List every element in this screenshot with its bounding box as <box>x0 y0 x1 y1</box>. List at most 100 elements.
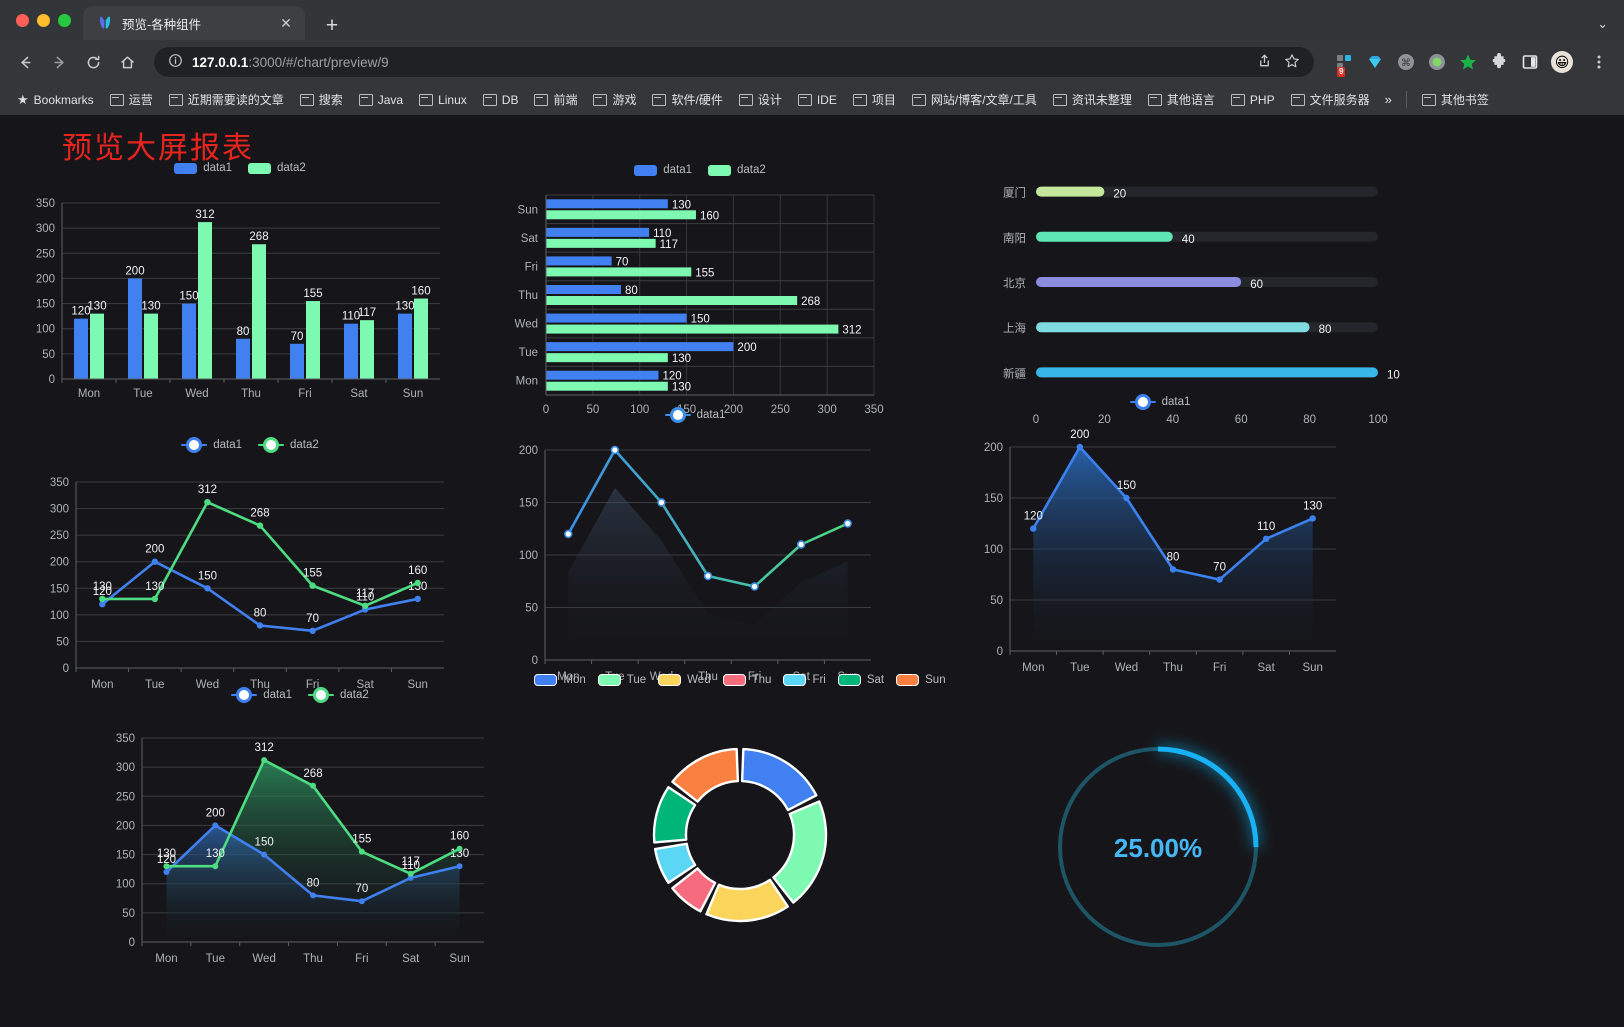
svg-text:厦门: 厦门 <box>1003 186 1026 200</box>
svg-text:350: 350 <box>50 477 69 489</box>
legend-label: data2 <box>340 689 369 701</box>
bookmark-folder[interactable]: PHP <box>1224 90 1282 110</box>
sidepanel-icon[interactable] <box>1520 52 1540 72</box>
extension-grid-icon[interactable]: 9 <box>1334 52 1354 77</box>
bookmark-label: 网站/博客/文章/工具 <box>930 93 1037 107</box>
minimize-window-button[interactable] <box>37 13 50 27</box>
bookmark-folder[interactable]: 运营 <box>103 88 160 111</box>
legend-label: Mon <box>563 674 586 686</box>
svg-text:130: 130 <box>157 848 176 860</box>
bookmark-folder[interactable]: 前端 <box>527 88 584 111</box>
bookmark-folder-other[interactable]: 其他书签 <box>1415 88 1496 111</box>
bookmark-folder[interactable]: 其他语言 <box>1141 88 1222 111</box>
bookmark-star-icon[interactable] <box>1284 53 1300 72</box>
bookmark-folder[interactable]: 资讯未整理 <box>1046 88 1139 111</box>
gauge-value-text: 25.00% <box>1114 833 1202 863</box>
share-icon[interactable] <box>1257 53 1272 71</box>
command-icon[interactable]: ⌘ <box>1396 52 1416 72</box>
svg-text:70: 70 <box>291 331 304 343</box>
svg-text:300: 300 <box>818 404 837 416</box>
close-window-button[interactable] <box>16 13 29 27</box>
legend-item[interactable]: data2 <box>708 164 766 176</box>
bookmark-folder[interactable]: 文件服务器 <box>1284 88 1377 111</box>
bookmark-folder[interactable]: 网站/博客/文章/工具 <box>905 88 1044 111</box>
bookmark-folder[interactable]: 搜索 <box>293 88 350 111</box>
address-bar[interactable]: 127.0.0.1:3000/#/chart/preview/9 <box>154 47 1314 77</box>
svg-text:Thu: Thu <box>698 671 718 683</box>
legend-item[interactable]: data1 <box>174 162 232 174</box>
legend-item[interactable]: data1 <box>634 164 692 176</box>
site-info-icon[interactable] <box>168 53 183 71</box>
donut-slice <box>671 867 717 913</box>
new-tab-button[interactable]: + <box>325 14 339 37</box>
maximize-window-button[interactable] <box>58 13 71 27</box>
svg-text:50: 50 <box>122 908 135 920</box>
svg-text:150: 150 <box>179 291 198 303</box>
svg-text:160: 160 <box>411 286 430 298</box>
svg-text:Sun: Sun <box>518 204 538 216</box>
legend-item[interactable]: Thu <box>722 674 771 686</box>
bookmark-folder[interactable]: 软件/硬件 <box>645 88 729 111</box>
folder-icon <box>738 93 753 106</box>
tab-title: 预览-各种组件 <box>122 17 202 32</box>
back-button[interactable] <box>10 47 40 77</box>
browser-tab[interactable]: 预览-各种组件 ✕ <box>83 6 305 40</box>
browser-menu-icon[interactable] <box>1584 47 1614 77</box>
bookmark-item-bookmarks[interactable]: ★ Bookmarks <box>10 89 101 111</box>
svg-text:120: 120 <box>157 854 176 866</box>
legend-swatch <box>1129 394 1156 410</box>
svg-text:200: 200 <box>116 820 135 832</box>
bookmark-folder[interactable]: DB <box>476 90 526 110</box>
circle-green-icon[interactable] <box>1427 52 1447 72</box>
forward-button[interactable] <box>44 47 74 77</box>
legend-item[interactable]: Sun <box>896 674 946 686</box>
bookmark-folder[interactable]: 设计 <box>732 88 789 111</box>
svg-text:100: 100 <box>1368 414 1387 426</box>
svg-text:100: 100 <box>36 324 55 336</box>
bookmarks-overflow-button[interactable]: » <box>1384 92 1392 107</box>
bookmark-folder[interactable]: 近期需要读的文章 <box>162 88 291 111</box>
legend-item[interactable]: Wed <box>658 674 711 686</box>
svg-text:20: 20 <box>1098 414 1111 426</box>
donut-slice <box>653 842 697 884</box>
svg-text:南阳: 南阳 <box>1003 231 1026 245</box>
legend-item[interactable]: Tue <box>597 674 646 686</box>
bookmark-label: 其他书签 <box>1440 93 1489 107</box>
legend-item[interactable]: data2 <box>258 437 319 453</box>
avatar[interactable]: 😀 <box>1551 51 1573 73</box>
legend-item[interactable]: data1 <box>231 687 292 703</box>
chevron-down-icon[interactable]: ⌄ <box>1597 16 1608 31</box>
reload-button[interactable] <box>78 47 108 77</box>
folder-icon <box>482 93 497 106</box>
svg-text:100: 100 <box>630 404 649 416</box>
legend-item[interactable]: Sat <box>837 674 884 686</box>
legend-item[interactable]: Mon <box>534 674 586 686</box>
bookmark-folder[interactable]: 项目 <box>846 88 903 111</box>
legend-item[interactable]: data1 <box>181 437 242 453</box>
folder-icon <box>299 93 314 106</box>
chart-gauge: 25.00% <box>1000 715 1320 1015</box>
bookmark-folder[interactable]: Java <box>352 90 410 110</box>
svg-text:Sat: Sat <box>1258 662 1276 674</box>
svg-text:150: 150 <box>36 299 55 311</box>
diamond-icon[interactable] <box>1365 52 1385 72</box>
legend-item[interactable]: data2 <box>248 162 306 174</box>
svg-text:130: 130 <box>1303 500 1322 512</box>
star-green-icon[interactable] <box>1458 52 1478 72</box>
bookmark-folder[interactable]: IDE <box>791 90 844 110</box>
home-button[interactable] <box>112 47 142 77</box>
legend-item[interactable]: Fri <box>783 674 826 686</box>
bookmarks-bar: ★ Bookmarks 运营 近期需要读的文章 搜索 Java Linux DB… <box>0 84 1624 115</box>
legend-item[interactable]: data2 <box>308 687 369 703</box>
puzzle-extensions-icon[interactable] <box>1489 52 1509 72</box>
svg-text:北京: 北京 <box>1003 276 1026 290</box>
bookmark-folder[interactable]: 游戏 <box>586 88 643 111</box>
svg-text:Fri: Fri <box>298 388 311 400</box>
close-tab-button[interactable]: ✕ <box>280 15 292 31</box>
svg-text:80: 80 <box>1319 324 1332 336</box>
bookmark-folder[interactable]: Linux <box>412 90 474 110</box>
legend-item[interactable]: data1 <box>664 407 725 423</box>
legend-item[interactable]: data1 <box>1129 394 1190 410</box>
svg-text:155: 155 <box>352 834 371 846</box>
